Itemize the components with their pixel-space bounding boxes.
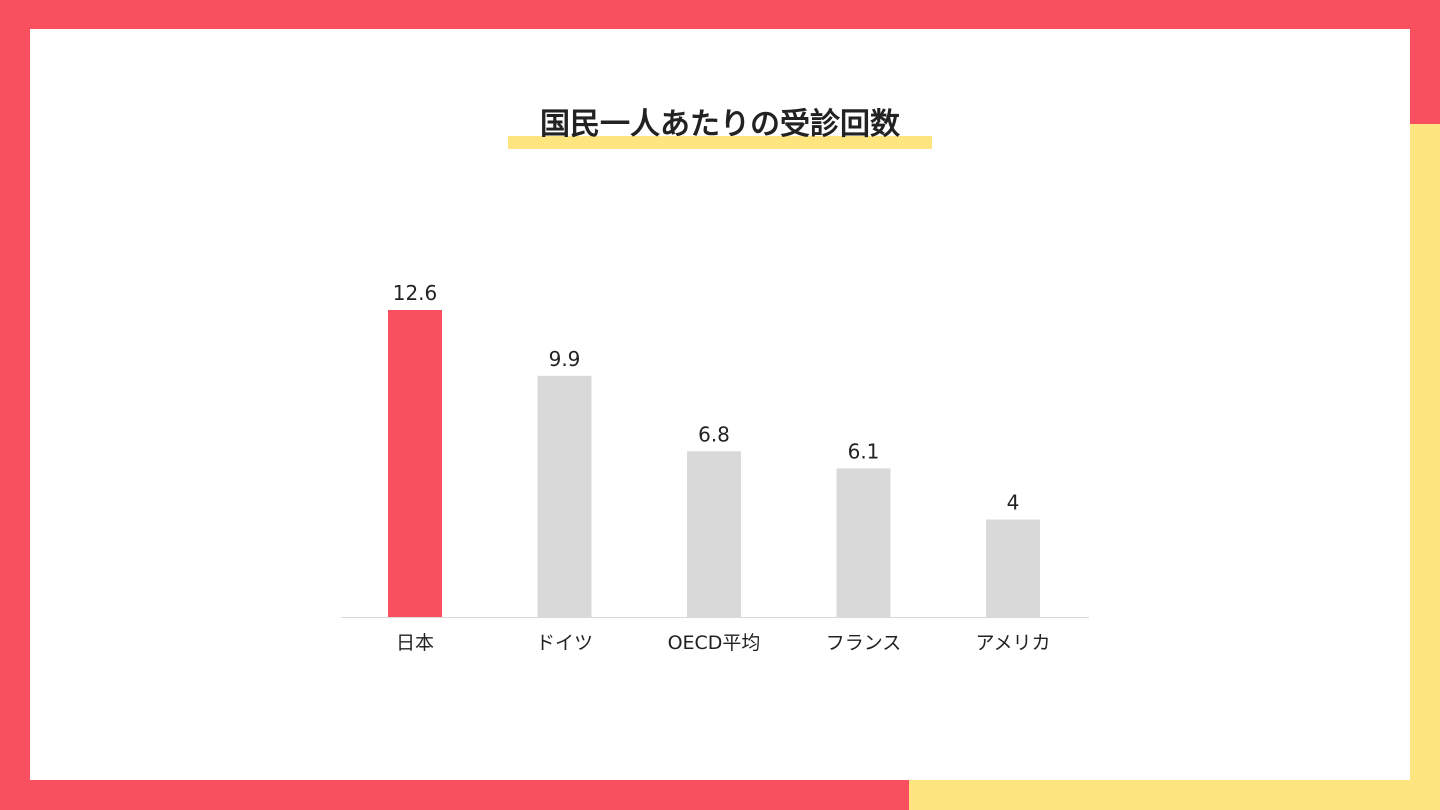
frame-accent-yellow-bottom bbox=[909, 780, 1440, 810]
category-label-3: フランス bbox=[826, 632, 902, 654]
data-label-2: 6.8 bbox=[698, 422, 730, 446]
title-block: 国民一人あたりの受診回数 bbox=[508, 98, 932, 152]
bar-1 bbox=[537, 375, 592, 617]
category-label-0: 日本 bbox=[396, 632, 434, 654]
slide-canvas bbox=[30, 29, 1410, 780]
bar-2 bbox=[687, 451, 741, 617]
category-label-1: ドイツ bbox=[536, 632, 593, 654]
title-highlight-marker bbox=[508, 136, 932, 149]
chart-title: 国民一人あたりの受診回数 bbox=[540, 107, 900, 142]
bar-4 bbox=[986, 519, 1040, 617]
frame-accent-yellow-right bbox=[1410, 124, 1440, 810]
data-label-0: 12.6 bbox=[393, 281, 438, 305]
bar-0 bbox=[388, 310, 442, 617]
data-label-1: 9.9 bbox=[549, 347, 581, 371]
bar-3 bbox=[836, 468, 891, 617]
category-label-4: アメリカ bbox=[975, 632, 1050, 654]
data-label-4: 4 bbox=[1007, 491, 1020, 515]
category-label-2: OECD平均 bbox=[668, 632, 761, 654]
data-label-3: 6.1 bbox=[848, 439, 880, 463]
